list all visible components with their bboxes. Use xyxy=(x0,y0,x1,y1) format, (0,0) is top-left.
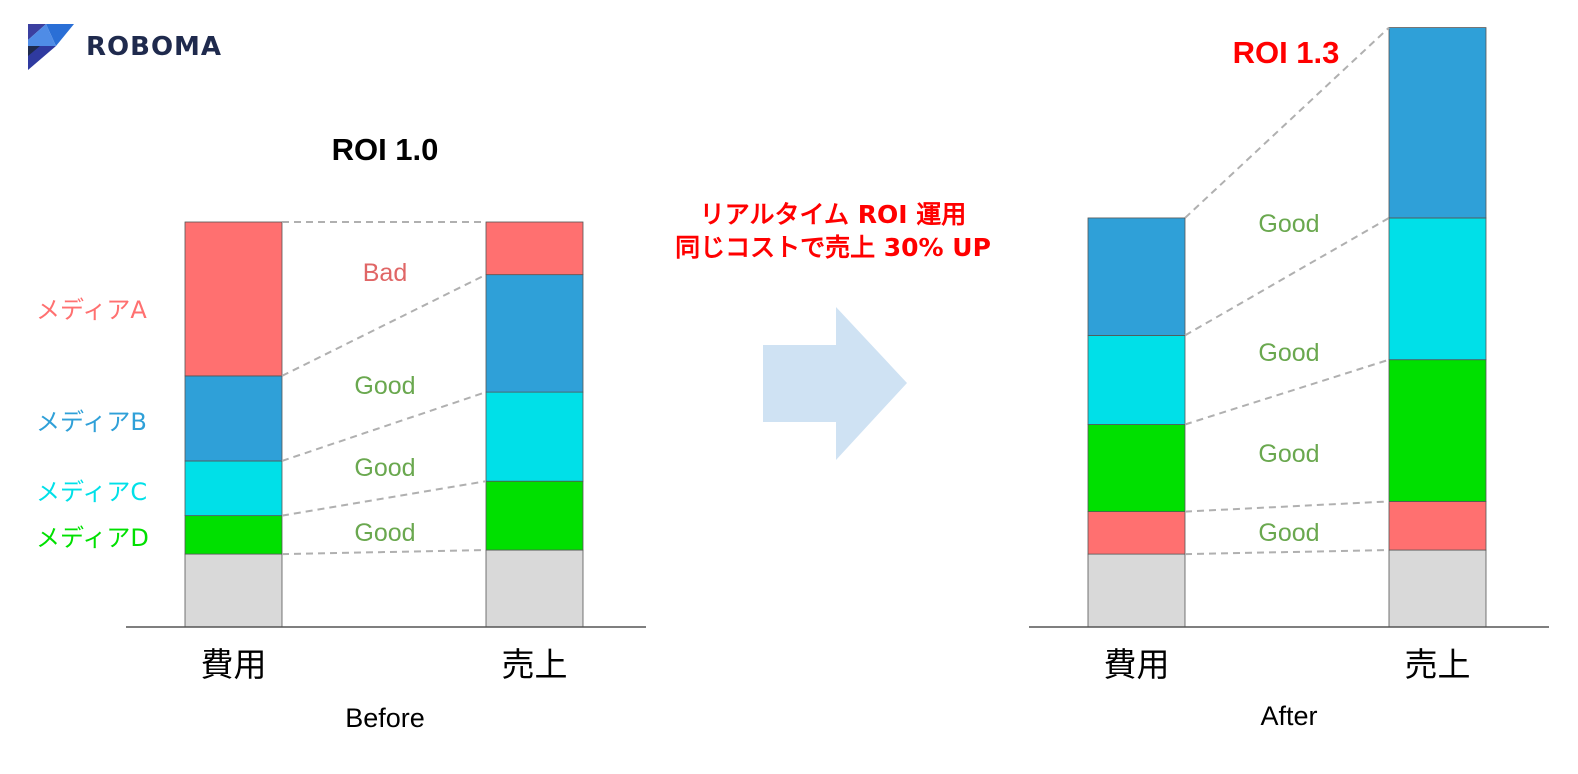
before-good-annotation: Good xyxy=(354,454,415,482)
before-bar-cost-segment-2 xyxy=(184,460,283,517)
center-caption-line2: 同じコストで売上 30% UP xyxy=(675,233,991,262)
before-bar-sales-segment-1 xyxy=(485,480,584,551)
media-legend-label: メディアB xyxy=(36,408,147,436)
roboma-logo-icon xyxy=(28,24,74,70)
after-connector-line xyxy=(1184,549,1390,556)
after-bar-sales-segment-0 xyxy=(1388,549,1487,628)
before-bad-annotation: Bad xyxy=(363,259,407,287)
after-bar-cost-segment-0 xyxy=(1087,553,1186,628)
after-category-label: 費用 xyxy=(1104,645,1170,684)
brand-logo: ROBOMA xyxy=(26,22,222,72)
after-bar-cost-segment-4 xyxy=(1087,217,1186,336)
before-bar-cost-segment-3 xyxy=(184,375,283,462)
after-connector-line xyxy=(1184,26,1390,219)
after-good-annotation: Good xyxy=(1258,210,1319,238)
before-connector-line xyxy=(281,549,487,556)
after-connector-line xyxy=(1184,217,1390,337)
after-bar-sales-segment-2 xyxy=(1388,359,1487,502)
before-category-label: 費用 xyxy=(201,645,267,684)
before-bar-cost-segment-0 xyxy=(184,553,283,628)
before-connector-line xyxy=(281,480,487,517)
after-bar-cost-segment-1 xyxy=(1087,511,1186,555)
before-good-annotation: Good xyxy=(354,519,415,547)
after-bar-cost-segment-3 xyxy=(1087,334,1186,425)
before-good-annotation: Good xyxy=(354,372,415,400)
after-connector-line xyxy=(1184,500,1390,513)
after-panel-label: After xyxy=(1260,701,1317,731)
before-bar-cost-segment-4 xyxy=(184,221,283,377)
after-good-annotation: Good xyxy=(1258,339,1319,367)
after-category-label: 売上 xyxy=(1405,645,1471,684)
before-bar-sales-segment-4 xyxy=(485,221,584,276)
media-legend-label: メディアD xyxy=(36,524,149,552)
media-legend-label: メディアC xyxy=(36,478,147,506)
after-roi-title: ROI 1.3 xyxy=(1233,35,1340,70)
before-bar-sales-segment-0 xyxy=(485,549,584,628)
after-connector-line xyxy=(1184,358,1390,426)
before-bar-cost-segment-1 xyxy=(184,515,283,555)
after-good-annotation: Good xyxy=(1258,440,1319,468)
after-bar-sales-segment-3 xyxy=(1388,217,1487,361)
after-good-annotation: Good xyxy=(1258,519,1319,547)
before-panel-label: Before xyxy=(345,703,425,733)
before-roi-title: ROI 1.0 xyxy=(332,132,439,167)
right-arrow-icon xyxy=(763,307,907,460)
before-category-label: 売上 xyxy=(502,645,568,684)
after-bar-cost-segment-2 xyxy=(1087,424,1186,512)
after-bar-sales-segment-1 xyxy=(1388,501,1487,551)
before-bar-sales-segment-3 xyxy=(485,274,584,393)
after-bar-sales-segment-4 xyxy=(1388,27,1487,219)
before-connector-line xyxy=(281,273,487,377)
before-bar-sales-segment-2 xyxy=(485,391,584,482)
media-legend-label: メディアA xyxy=(36,296,147,324)
before-connector-line xyxy=(281,391,487,462)
center-caption-line1: リアルタイム ROI 運用 xyxy=(700,200,966,229)
brand-name: ROBOMA xyxy=(86,32,223,62)
